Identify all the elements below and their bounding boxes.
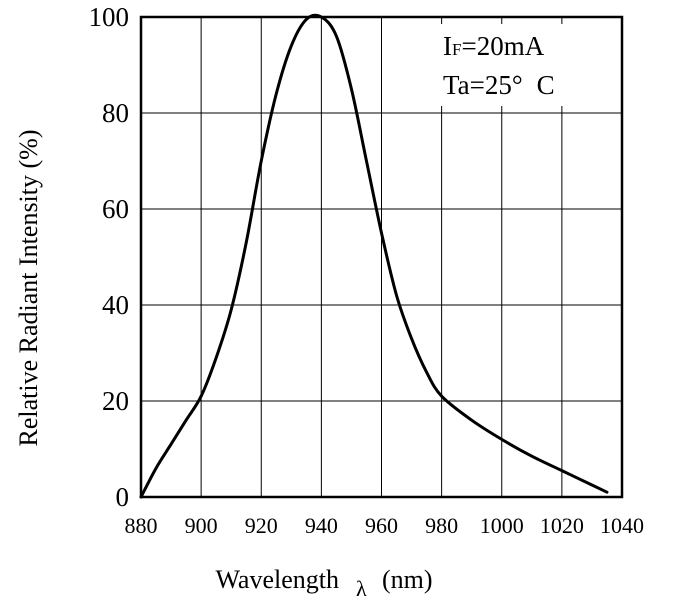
series-line-0 (139, 13, 609, 499)
y-axis-label: Relative Radiant Intensity (%) (14, 130, 43, 447)
y-tick-labels: 0 20 40 60 80 100 (89, 2, 130, 512)
x-axis-label-unit: (nm) (382, 565, 433, 594)
plot-border (139, 15, 624, 499)
x-axis-label-text: Wavelength (215, 565, 339, 594)
x-axis-label: Wavelength λ (nm) (215, 565, 432, 601)
y-tick-label-0: 0 (116, 482, 130, 512)
annotation-current-value: =20mA (461, 31, 544, 61)
annotation-background (432, 24, 610, 106)
x-tick-label-3: 940 (305, 513, 338, 538)
x-tick-label-4: 960 (365, 513, 398, 538)
x-tick-label-0: 880 (125, 513, 158, 538)
annotation-line-1: IF=20mA (443, 31, 545, 61)
annotation-temperature-unit: C (537, 70, 555, 100)
annotation-current-symbol: I (443, 31, 452, 61)
y-tick-label-1: 20 (102, 386, 129, 416)
plot-frame (139, 15, 624, 499)
annotation: IF=20mA Ta=25° C (432, 24, 610, 106)
y-tick-label-3: 60 (102, 194, 129, 224)
annotation-temperature-value: Ta=25° (443, 70, 523, 100)
y-tick-label-2: 40 (102, 290, 129, 320)
x-tick-label-6: 1000 (480, 513, 524, 538)
annotation-current-subscript: F (452, 40, 461, 59)
x-tick-label-8: 1040 (600, 513, 644, 538)
x-tick-labels: 880 900 920 940 960 980 1000 1020 1040 (125, 513, 645, 538)
x-tick-label-7: 1020 (540, 513, 584, 538)
y-tick-label-4: 80 (102, 98, 129, 128)
x-tick-label-1: 900 (185, 513, 218, 538)
x-tick-label-5: 980 (425, 513, 458, 538)
x-axis-label-symbol: λ (356, 576, 367, 601)
series-layer (139, 13, 609, 499)
annotation-line-2: Ta=25° C (443, 70, 555, 100)
x-tick-label-2: 920 (245, 513, 278, 538)
y-tick-label-5: 100 (89, 2, 130, 32)
